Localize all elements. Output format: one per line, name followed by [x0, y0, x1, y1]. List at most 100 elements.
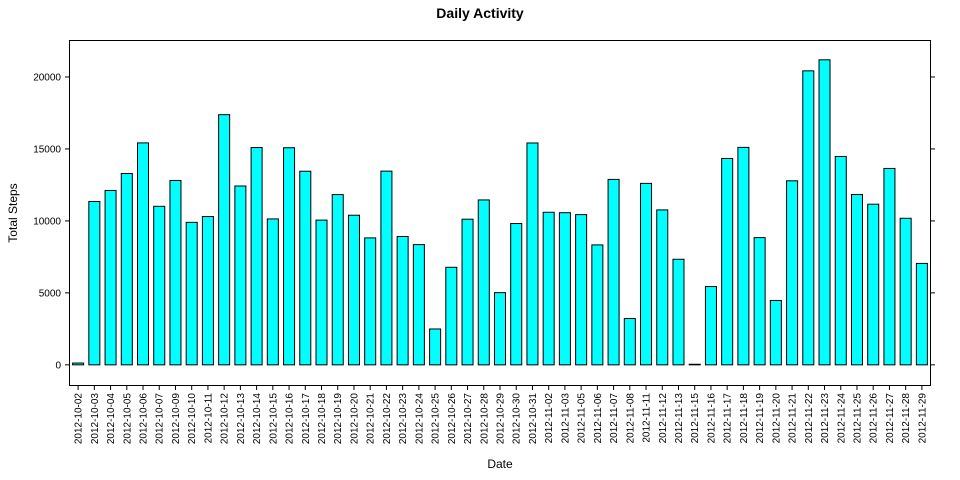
bar-2012-11-28	[899, 217, 912, 366]
plot-frame	[69, 40, 931, 386]
y-axis-title: Total Steps	[6, 183, 20, 242]
x-tick-label: 2012-10-02	[74, 393, 85, 445]
x-tick-label: 2012-10-27	[463, 393, 474, 445]
y-tick-label: 10000	[33, 216, 61, 227]
bar-2012-11-25	[850, 194, 863, 366]
x-tick-label: 2012-11-17	[723, 393, 734, 444]
x-tick-label: 2012-10-23	[398, 393, 409, 445]
bar-2012-10-20	[347, 214, 360, 366]
x-tick-label: 2012-10-12	[220, 393, 231, 445]
bar-2012-11-11	[640, 182, 653, 366]
x-tick-label: 2012-10-20	[349, 393, 360, 445]
bar-2012-11-26	[867, 203, 880, 366]
bar-2012-11-12	[656, 209, 669, 366]
bar-2012-10-13	[234, 185, 247, 366]
x-tick-label: 2012-10-26	[447, 393, 458, 445]
x-tick-label: 2012-10-17	[301, 393, 312, 445]
x-tick-label: 2012-11-12	[658, 393, 669, 444]
x-tick-label: 2012-10-30	[512, 393, 523, 445]
x-tick-label: 2012-10-31	[528, 393, 539, 445]
x-tick-label: 2012-11-06	[593, 393, 604, 444]
bar-2012-11-08	[623, 318, 636, 366]
x-tick-label: 2012-11-16	[706, 393, 717, 444]
x-tick-label: 2012-10-24	[414, 393, 425, 445]
x-tick-label: 2012-11-26	[869, 393, 880, 444]
bar-2012-11-18	[737, 146, 750, 366]
x-tick-label: 2012-10-07	[155, 393, 166, 445]
bar-2012-10-16	[283, 147, 296, 366]
bar-2012-10-23	[396, 235, 409, 366]
bar-2012-10-28	[477, 199, 490, 366]
x-tick-label: 2012-10-13	[236, 393, 247, 445]
bar-2012-11-22	[802, 70, 815, 366]
bar-2012-10-21	[364, 237, 377, 366]
x-tick-label: 2012-10-06	[139, 393, 150, 445]
y-tick-label: 15000	[33, 144, 61, 155]
bar-2012-10-04	[104, 189, 117, 366]
bar-2012-10-29	[493, 292, 507, 366]
x-axis: 2012-10-02 2012-10-03 2012-10-04 2012-10-05…	[74, 385, 928, 445]
x-tick-label: 2012-10-29	[496, 393, 507, 445]
bar-2012-10-06	[137, 142, 150, 366]
x-tick-label: 2012-10-25	[431, 393, 442, 445]
x-tick-label: 2012-11-23	[820, 393, 831, 444]
bar-2012-10-10	[185, 221, 198, 366]
x-tick-label: 2012-10-11	[203, 393, 214, 444]
y-axis-left: 0 5000 10000 15000 20000	[33, 72, 70, 371]
x-tick-label: 2012-10-16	[285, 393, 296, 445]
bar-2012-10-15	[266, 218, 279, 366]
bar-2012-11-17	[721, 157, 734, 366]
bar-2012-10-02	[72, 362, 85, 366]
bar-2012-10-09	[169, 179, 182, 366]
bar-2012-10-27	[461, 218, 474, 366]
bar-2012-10-22	[380, 170, 393, 366]
bar-2012-11-02	[542, 211, 555, 366]
x-tick-label: 2012-11-29	[917, 393, 928, 444]
bar-2012-10-26	[445, 266, 458, 366]
bar-2012-11-21	[786, 180, 799, 366]
x-tick-label: 2012-10-14	[252, 393, 263, 445]
x-tick-label: 2012-11-27	[885, 393, 896, 444]
x-tick-label: 2012-11-15	[690, 393, 701, 444]
bar-2012-10-03	[88, 200, 101, 366]
x-tick-label: 2012-11-21	[788, 393, 799, 444]
x-tick-label: 2012-11-18	[739, 393, 750, 444]
x-tick-label: 2012-11-22	[804, 393, 815, 444]
bar-2012-10-05	[120, 173, 133, 366]
bars-group	[72, 59, 928, 366]
bar-2012-10-07	[153, 205, 166, 366]
bar-2012-11-07	[607, 178, 620, 366]
x-tick-label: 2012-11-05	[577, 393, 588, 444]
y-tick-label: 0	[55, 360, 61, 371]
bar-2012-11-19	[753, 237, 766, 366]
x-tick-label: 2012-11-13	[674, 393, 685, 444]
bar-2012-11-20	[769, 299, 782, 366]
bar-2012-10-24	[412, 244, 425, 366]
bar-2012-11-06	[591, 244, 604, 366]
bar-2012-11-05	[575, 214, 588, 366]
x-tick-label: 2012-11-11	[642, 393, 653, 443]
bar-2012-10-12	[218, 114, 231, 366]
x-tick-label: 2012-10-28	[479, 393, 490, 445]
bar-2012-10-19	[331, 194, 344, 366]
bar-2012-11-15	[688, 363, 701, 366]
x-tick-label: 2012-10-05	[122, 393, 133, 445]
bar-2012-11-24	[834, 155, 847, 366]
bar-2012-11-03	[558, 212, 571, 366]
bar-2012-10-30	[510, 223, 523, 366]
y-tick-label: 5000	[39, 288, 62, 299]
chart-title: Daily Activity	[436, 5, 524, 21]
y-tick-label: 20000	[33, 72, 61, 83]
bar-2012-11-23	[818, 59, 831, 366]
x-tick-label: 2012-11-24	[836, 393, 847, 444]
bar-2012-10-17	[299, 170, 312, 366]
x-tick-label: 2012-10-04	[106, 393, 117, 445]
bar-2012-11-13	[672, 258, 685, 366]
x-tick-label: 2012-10-15	[268, 393, 279, 445]
x-tick-label: 2012-10-21	[366, 393, 377, 445]
bar-2012-10-31	[526, 142, 539, 366]
x-tick-label: 2012-10-09	[171, 393, 182, 445]
bar-2012-10-18	[315, 219, 328, 366]
x-tick-label: 2012-11-07	[609, 393, 620, 444]
